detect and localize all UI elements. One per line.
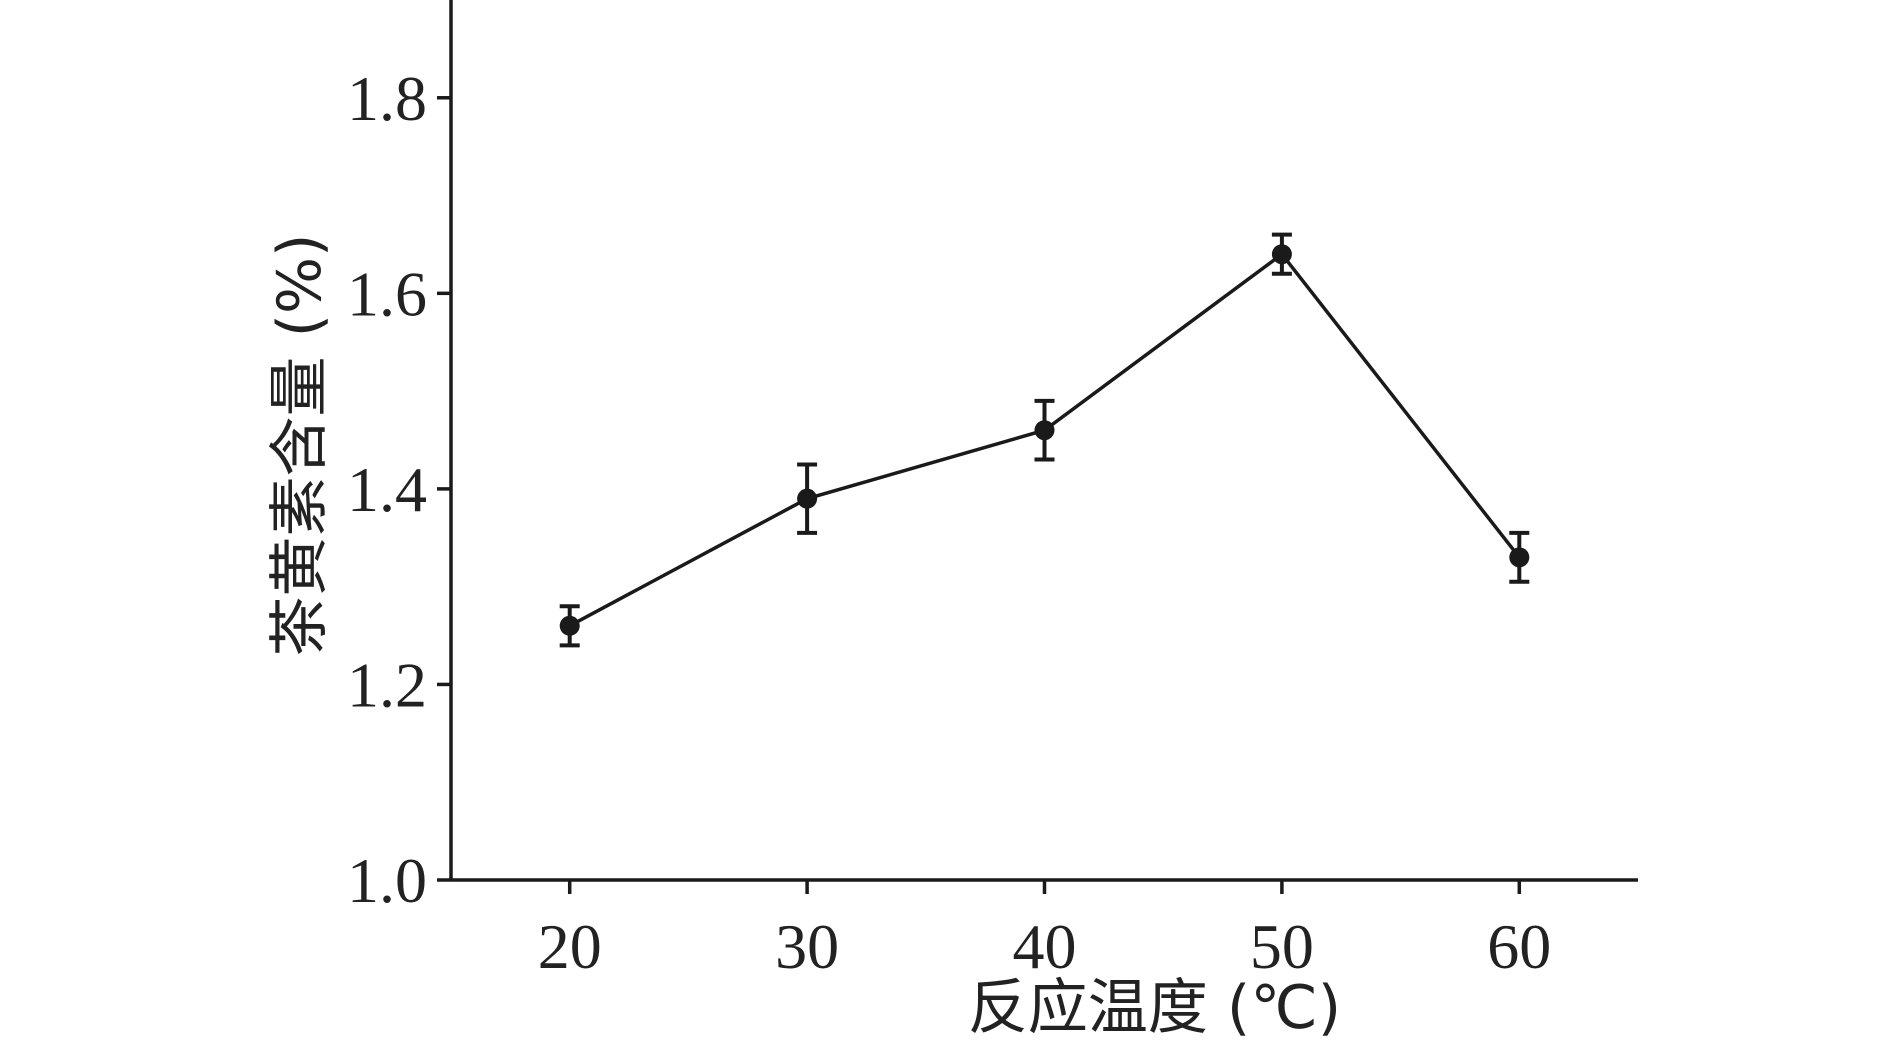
x-axis-title: 反应温度 (℃) — [968, 973, 1341, 1043]
x-tick-label: 20 — [538, 911, 602, 982]
y-ticks: 1.0 1.2 1.4 1.6 1.8 — [347, 63, 451, 916]
series — [559, 232, 1530, 648]
y-tick-label: 1.8 — [347, 63, 427, 134]
y-tick-label: 1.4 — [347, 454, 427, 525]
y-tick-label: 1.2 — [347, 649, 427, 720]
data-point — [1271, 244, 1292, 265]
x-tick-label: 40 — [1013, 911, 1077, 982]
x-tick-label: 60 — [1487, 911, 1551, 982]
y-tick-label: 1.6 — [347, 258, 427, 329]
y-tick-label: 1.0 — [347, 845, 427, 916]
y-axis-title: 茶黄素含量 (%) — [265, 234, 335, 657]
x-tick-label: 50 — [1250, 911, 1314, 982]
data-point — [559, 615, 580, 636]
x-ticks: 20 30 40 50 60 — [538, 880, 1551, 982]
x-tick-label: 30 — [775, 911, 839, 982]
data-point — [797, 488, 818, 509]
data-point — [1034, 420, 1055, 441]
data-point — [1509, 547, 1530, 568]
